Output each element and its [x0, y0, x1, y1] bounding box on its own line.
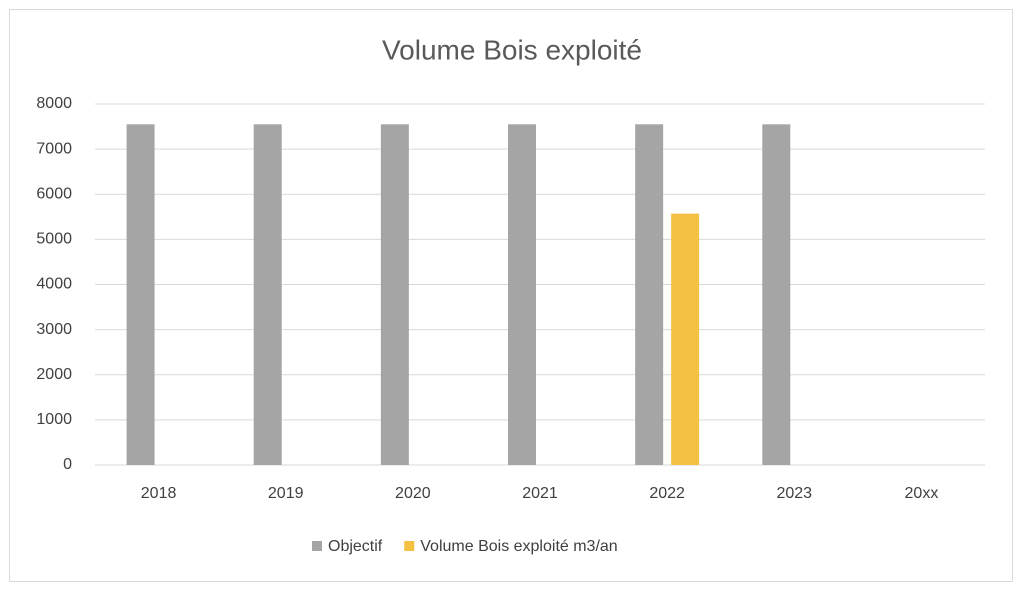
y-tick-label: 7000	[36, 140, 72, 157]
bar	[508, 124, 536, 466]
bar	[671, 213, 700, 465]
y-tick-label: 8000	[36, 95, 72, 112]
legend-swatch	[404, 541, 415, 551]
x-tick-label: 2023	[776, 485, 812, 502]
bar	[380, 124, 409, 466]
y-tick-label: 3000	[36, 321, 72, 338]
y-tick-label: 6000	[36, 185, 72, 202]
x-tick-label: 2018	[141, 485, 177, 502]
chart-title: Volume Bois exploité	[382, 34, 642, 65]
x-tick-label: 2020	[395, 485, 431, 502]
x-tick-label: 2022	[649, 485, 685, 502]
bar	[253, 124, 282, 466]
x-tick-label: 2021	[522, 485, 558, 502]
y-tick-label: 4000	[36, 276, 72, 293]
bar	[635, 124, 664, 466]
y-tick-label: 5000	[36, 231, 72, 248]
legend-swatch	[312, 541, 322, 551]
x-tick-label: 2019	[268, 485, 304, 502]
x-tick-label: 20xx	[905, 485, 939, 502]
legend-label: Objectif	[328, 538, 383, 555]
bar	[762, 124, 791, 466]
legend-label: Volume Bois exploité m3/an	[420, 538, 617, 555]
y-tick-label: 1000	[36, 411, 72, 428]
bar	[126, 124, 155, 466]
y-tick-label: 0	[63, 456, 72, 473]
y-tick-label: 2000	[36, 366, 72, 383]
